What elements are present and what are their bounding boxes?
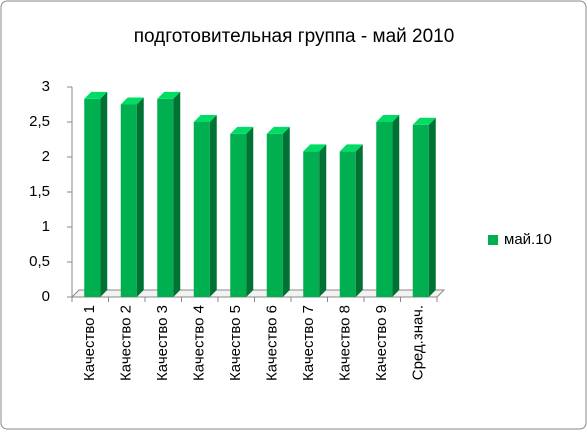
bar-side	[100, 91, 108, 298]
x-tick-label: Качество 9	[373, 305, 390, 381]
x-tick-label: Качество 2	[118, 305, 135, 381]
x-tick-label: Качество 3	[154, 305, 171, 381]
bar-side	[355, 144, 363, 297]
chart-title: подготовительная группа - май 2010	[134, 26, 455, 47]
bar-side	[319, 144, 327, 297]
bar-side	[136, 97, 144, 297]
bar-top	[266, 126, 290, 134]
bar-front	[230, 133, 247, 297]
x-tick-label: Сред.знач.	[410, 305, 427, 380]
y-tick-label: 1,5	[29, 183, 50, 200]
bar-top	[230, 126, 254, 134]
bar-top	[412, 117, 436, 125]
bar-top	[303, 144, 327, 152]
bar-top	[193, 115, 217, 122]
bar-front	[84, 98, 101, 298]
bar-top	[157, 91, 181, 99]
y-tick-label: 2	[42, 148, 50, 165]
legend-swatch	[488, 235, 498, 245]
bar-top	[84, 91, 108, 99]
bar-side	[392, 115, 400, 297]
y-tick-label: 1	[42, 218, 50, 235]
bar-front	[120, 104, 137, 297]
x-tick-label: Качество 5	[227, 305, 244, 381]
bar-front	[339, 151, 356, 297]
y-tick-label: 2,5	[29, 113, 50, 130]
x-tick-label: Качество 1	[81, 305, 98, 381]
y-tick-label: 0,5	[29, 253, 50, 270]
x-tick-label: Качество 6	[264, 305, 281, 381]
bar-top	[376, 115, 400, 122]
legend-label: май.10	[504, 231, 552, 248]
bar-front	[376, 122, 393, 297]
bar-side	[282, 126, 290, 298]
bar-side	[209, 115, 217, 297]
bar-front	[266, 133, 283, 297]
x-tick-label: Качество 4	[191, 305, 208, 381]
bar-front	[193, 122, 210, 297]
x-tick-label: Качество 7	[300, 305, 317, 381]
bar-top	[339, 144, 363, 152]
x-tick-label: Качество 8	[337, 305, 354, 381]
y-tick-label: 0	[42, 288, 50, 305]
bar-side	[428, 117, 436, 297]
bar-front	[412, 124, 429, 297]
bar-front	[303, 151, 320, 297]
bar-top	[120, 97, 144, 105]
y-tick-label: 3	[42, 78, 50, 95]
bar-side	[173, 91, 181, 298]
bar-front	[157, 98, 174, 298]
bar-side	[246, 126, 254, 298]
